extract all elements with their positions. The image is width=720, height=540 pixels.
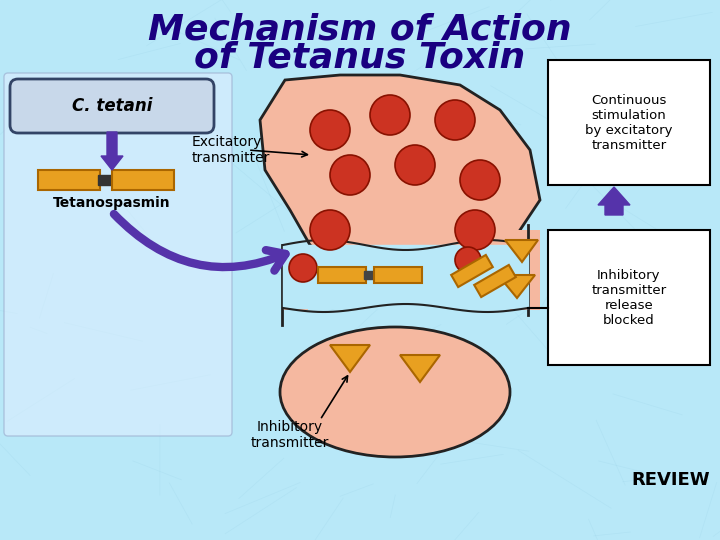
Circle shape — [289, 254, 317, 282]
Polygon shape — [260, 75, 540, 285]
FancyBboxPatch shape — [10, 79, 214, 133]
Bar — [548, 60, 710, 185]
Text: of Tetanus Toxin: of Tetanus Toxin — [194, 41, 526, 75]
FancyArrow shape — [598, 187, 630, 215]
Text: Inhibitory
transmitter: Inhibitory transmitter — [251, 420, 329, 450]
Polygon shape — [330, 345, 370, 372]
Bar — [474, 265, 516, 297]
Ellipse shape — [280, 327, 510, 457]
Polygon shape — [505, 240, 538, 262]
Circle shape — [310, 210, 350, 250]
Bar — [364, 271, 376, 279]
Text: Inhibitory
transmitter
release
blocked: Inhibitory transmitter release blocked — [591, 269, 667, 327]
FancyArrow shape — [101, 132, 123, 170]
Text: Excitatory
transmitter: Excitatory transmitter — [192, 135, 271, 165]
Polygon shape — [282, 245, 308, 310]
Circle shape — [330, 155, 370, 195]
Bar — [38, 170, 100, 190]
Circle shape — [370, 95, 410, 135]
Circle shape — [395, 145, 435, 185]
Bar — [548, 230, 710, 365]
Bar — [374, 267, 422, 283]
Bar — [112, 170, 174, 190]
Polygon shape — [400, 355, 440, 382]
Circle shape — [455, 210, 495, 250]
Circle shape — [435, 100, 475, 140]
Text: C. tetani: C. tetani — [72, 97, 152, 115]
Text: Mechanism of Action: Mechanism of Action — [148, 13, 572, 47]
Bar — [451, 255, 492, 287]
Bar — [98, 175, 114, 185]
Circle shape — [310, 110, 350, 150]
Bar — [283, 245, 528, 308]
FancyArrowPatch shape — [114, 214, 286, 271]
Polygon shape — [510, 230, 540, 310]
Circle shape — [460, 160, 500, 200]
Text: Continuous
stimulation
by excitatory
transmitter: Continuous stimulation by excitatory tra… — [585, 94, 672, 152]
Bar — [318, 267, 366, 283]
FancyBboxPatch shape — [4, 73, 232, 436]
Circle shape — [455, 247, 481, 273]
Text: REVIEW: REVIEW — [631, 471, 710, 489]
Polygon shape — [498, 275, 535, 298]
Text: Tetanospasmin: Tetanospasmin — [53, 196, 171, 210]
